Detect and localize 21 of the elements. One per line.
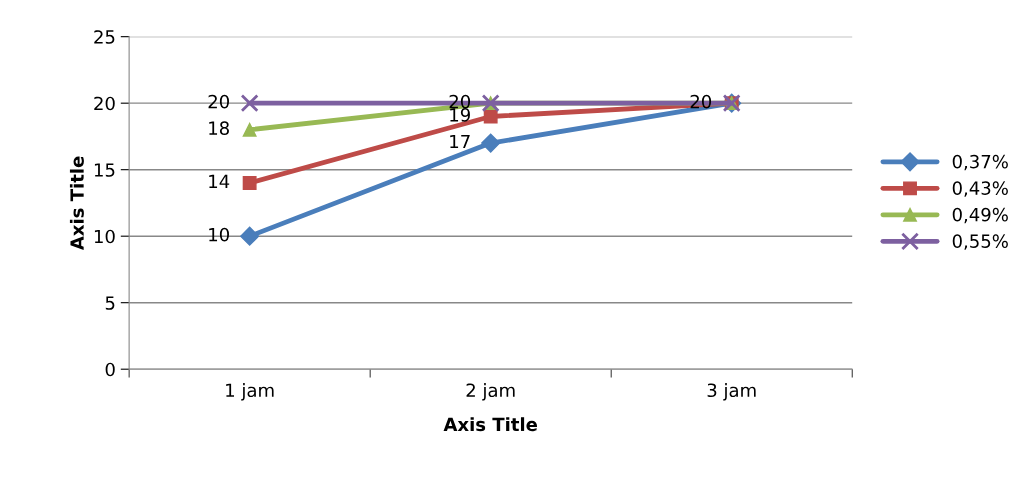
data-label: 17	[450, 134, 470, 149]
data-label: 20	[208, 94, 229, 109]
y-tick-label: 15	[94, 163, 115, 177]
data-label: 14	[209, 174, 230, 188]
y-tick-label: 0	[105, 362, 115, 377]
data-label: 18	[209, 121, 229, 136]
legend-label: 0,37%	[952, 154, 1008, 171]
data-label: 19	[450, 108, 470, 122]
legend-label: 0,55%	[952, 234, 1008, 250]
x-tick-label: 1 jam	[226, 383, 274, 401]
legend-label: 0,49%	[952, 207, 1008, 224]
x-axis-title: Axis Title	[443, 417, 538, 432]
y-tick-label: 25	[94, 30, 115, 44]
legend-label: 0,43%	[952, 181, 1008, 197]
y-tick-label: 5	[105, 296, 115, 310]
data-label: 10	[209, 227, 229, 242]
y-axis-title: Axis Title	[69, 156, 84, 251]
y-tick-label: 20	[94, 96, 115, 111]
x-tick-label: 2 jam	[466, 383, 515, 401]
y-tick-label: 10	[94, 229, 115, 244]
x-tick-label: 3 jam	[707, 383, 756, 401]
